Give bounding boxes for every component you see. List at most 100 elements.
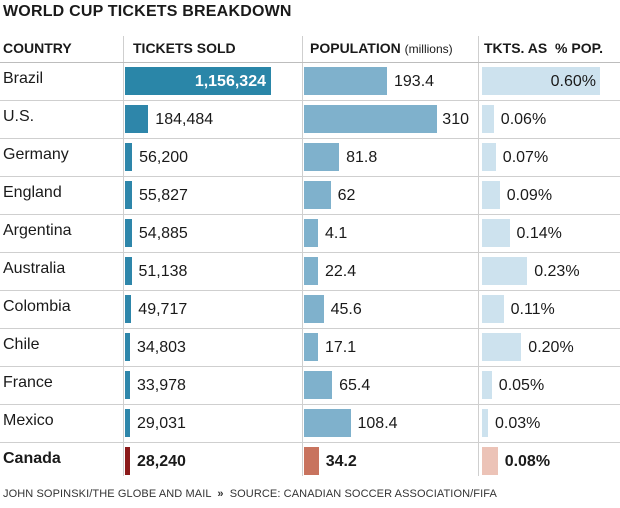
tickets-value-australia: 51,138 [138,263,188,280]
country-label-brazil: Brazil [3,70,44,87]
population-bar-colombia [304,295,324,323]
country-label-colombia: Colombia [3,298,71,315]
table-row: Mexico 29,031 108.4 0.03% [0,405,620,443]
percent-value-mexico: 0.03% [495,415,541,432]
percent-value-brazil: 0.60% [550,73,596,90]
table-row: England 55,827 62 0.09% [0,177,620,215]
country-label-france: France [3,374,53,391]
percent-bar-canada [482,447,498,475]
population-value-u-s: 310 [442,111,469,128]
percent-value-chile: 0.20% [528,339,574,356]
header-population-unit: (millions) [404,42,453,56]
header-country: COUNTRY [3,40,72,56]
population-value-england: 62 [337,187,356,204]
population-bar-australia [304,257,318,285]
tickets-value-germany: 56,200 [139,149,189,166]
population-value-colombia: 45.6 [330,301,362,318]
tickets-value-mexico: 29,031 [137,415,186,432]
footer-source: SOURCE: CANADIAN SOCCER ASSOCIATION/FIFA [229,488,497,500]
tickets-bar-colombia [125,295,132,323]
population-bar-argentina [304,219,318,247]
percent-bar-mexico [482,409,488,437]
tickets-value-brazil: 1,156,324 [194,73,266,90]
population-bar-france [304,371,333,399]
population-value-france: 65.4 [339,377,371,394]
tickets-bar-brazil [125,67,271,95]
percent-bar-germany [482,143,496,171]
table-row: France 33,978 65.4 0.05% [0,367,620,405]
percent-bar-england [482,181,500,209]
tickets-value-england: 55,827 [139,187,188,204]
country-label-canada: Canada [3,450,61,467]
header-population-label: POPULATION [310,40,401,56]
percent-value-france: 0.05% [498,377,545,394]
table-row: Germany 56,200 81.8 0.07% [0,139,620,177]
country-label-australia: Australia [3,260,66,277]
footer-separator: » [217,488,224,500]
country-label-mexico: Mexico [3,412,54,429]
table-row: Brazil 1,156,324 193.4 0.60% [0,63,620,101]
tickets-bar-england [125,181,132,209]
header-population: POPULATION (millions) [310,40,453,56]
population-value-argentina: 4.1 [325,225,348,242]
table-row: Argentina 54,885 4.1 0.14% [0,215,620,253]
row-divider [0,100,620,101]
tickets-value-u-s: 184,484 [155,111,214,128]
row-divider [0,252,620,253]
row-divider [0,404,620,405]
population-value-canada: 34.2 [325,453,357,470]
percent-value-argentina: 0.14% [516,225,562,242]
column-divider-tickets [123,36,124,476]
tickets-value-canada: 28,240 [137,453,186,470]
population-bar-canada [304,447,319,475]
percent-value-canada: 0.08% [504,453,551,470]
row-divider [0,176,620,177]
country-label-england: England [3,184,62,201]
header-rule [0,62,620,63]
percent-bar-france [482,371,492,399]
population-bar-mexico [304,409,351,437]
country-label-germany: Germany [3,146,69,163]
population-bar-u-s [304,105,437,133]
table-row: Colombia 49,717 45.6 0.11% [0,291,620,329]
population-value-mexico: 108.4 [357,415,398,432]
header-percent-population: TKTS. AS % POP. [484,40,604,56]
table-row: Chile 34,803 17.1 0.20% [0,329,620,367]
footer-credit: JOHN SOPINSKI/THE GLOBE AND MAIL [3,488,212,500]
row-divider [0,290,620,291]
country-label-u-s: U.S. [3,108,35,125]
row-divider [0,442,620,443]
percent-bar-brazil [482,67,600,95]
column-divider-percent [478,36,479,476]
percent-value-australia: 0.23% [534,263,580,280]
footer-credits: JOHN SOPINSKI/THE GLOBE AND MAIL » SOURC… [3,488,497,500]
tickets-bar-argentina [125,219,132,247]
percent-bar-colombia [482,295,504,323]
row-divider [0,366,620,367]
percent-bar-australia [482,257,528,285]
table-row: U.S. 184,484 310 0.06% [0,101,620,139]
population-bar-brazil [304,67,387,95]
table-row: Canada 28,240 34.2 0.08% [0,443,620,481]
row-divider [0,214,620,215]
percent-bar-argentina [482,219,510,247]
percent-bar-u-s [482,105,494,133]
row-divider [0,328,620,329]
percent-bar-chile [482,333,522,361]
population-value-brazil: 193.4 [394,73,435,90]
percent-value-germany: 0.07% [502,149,549,166]
tickets-value-argentina: 54,885 [138,225,188,242]
population-value-australia: 22.4 [325,263,357,280]
percent-value-u-s: 0.06% [500,111,547,128]
row-divider [0,138,620,139]
tickets-bar-u-s [125,105,149,133]
tickets-value-chile: 34,803 [137,339,186,356]
chart-title: WORLD CUP TICKETS BREAKDOWN [3,3,292,20]
tickets-bar-australia [125,257,132,285]
country-label-argentina: Argentina [3,222,72,239]
tickets-bar-canada [125,447,130,475]
population-value-germany: 81.8 [346,149,378,166]
tickets-bar-chile [125,333,130,361]
country-label-chile: Chile [3,336,40,353]
table-row: Australia 51,138 22.4 0.23% [0,253,620,291]
